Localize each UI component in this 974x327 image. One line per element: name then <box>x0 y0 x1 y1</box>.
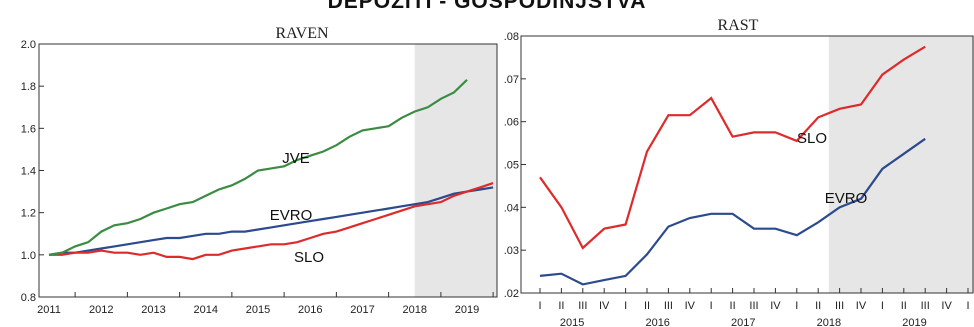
y-tick-label: .05 <box>504 160 519 172</box>
year-label: 2018 <box>817 317 841 327</box>
series-line-slo <box>539 45 926 250</box>
series-label-evro: EVRO <box>270 207 313 224</box>
quarter-label: II <box>644 300 650 312</box>
y-tick-label: 1.2 <box>21 208 36 220</box>
y-tick-label: 2.0 <box>21 39 36 51</box>
x-tick-label: 2018 <box>403 304 427 316</box>
quarter-label: IV <box>856 300 867 312</box>
quarter-label: IV <box>599 300 610 312</box>
quarter-label: IV <box>770 300 781 312</box>
y-tick-label: .06 <box>504 117 519 129</box>
quarter-label: I <box>624 300 627 312</box>
y-tick-label: 1.6 <box>21 123 36 135</box>
series-label-slo: SLO <box>294 249 324 266</box>
quarter-label: IV <box>685 300 696 312</box>
y-tick-label: .08 <box>504 31 519 43</box>
y-tick-label: .04 <box>504 202 519 214</box>
x-tick-label: 2015 <box>246 304 270 316</box>
y-tick-label: .07 <box>504 74 519 86</box>
series-label-jve: JVE <box>282 150 310 167</box>
quarter-label: I <box>966 300 969 312</box>
x-tick-label: 2019 <box>455 304 479 316</box>
left-chart: RAVEN 0.8 1.0 1.2 1.4 1.6 1.8 2.0 2011 2012 2013 2… <box>21 25 498 316</box>
series-line-slo <box>49 182 494 261</box>
year-label: 2017 <box>731 317 755 327</box>
quarter-label: II <box>558 300 564 312</box>
forecast-shading <box>414 44 497 297</box>
y-tick-label: 0.8 <box>21 292 36 304</box>
x-tick-label: 2017 <box>350 304 374 316</box>
x-tick-label: 2014 <box>194 304 218 316</box>
quarter-label: I <box>795 300 798 312</box>
quarter-label: III <box>749 300 758 312</box>
left-chart-title: RAVEN <box>275 25 328 42</box>
quarter-label: III <box>578 300 587 312</box>
y-tick-label: .03 <box>504 245 519 257</box>
series-label-slo: SLO <box>797 130 827 147</box>
series-label-evro: EVRO <box>825 190 868 207</box>
series-line-jve <box>48 79 468 256</box>
year-label: 2019 <box>902 317 926 327</box>
right-chart: RAST .02.03.04.05.06.07.08I II III IV I II III… <box>504 17 974 327</box>
quarter-label: I <box>710 300 713 312</box>
x-tick-label: 2013 <box>141 304 165 316</box>
series-line-evro <box>539 137 926 286</box>
year-label: 2015 <box>560 317 584 327</box>
forecast-shading <box>828 36 974 293</box>
y-tick-label: .02 <box>504 288 519 300</box>
quarter-label: II <box>730 300 736 312</box>
page-title: DEPOZITI - GOSPODINJSTVA <box>327 0 647 13</box>
quarter-label: III <box>664 300 673 312</box>
year-label: 2016 <box>645 317 669 327</box>
quarter-label: II <box>815 300 821 312</box>
quarter-label: II <box>901 300 907 312</box>
quarter-label: I <box>881 300 884 312</box>
x-tick-label: 2016 <box>298 304 322 316</box>
x-tick-label: 2012 <box>89 304 113 316</box>
quarter-label: I <box>538 300 541 312</box>
quarter-label: III <box>921 300 930 312</box>
quarter-label: III <box>835 300 844 312</box>
series-line-evro <box>48 186 494 256</box>
quarter-label: IV <box>941 300 952 312</box>
y-tick-label: 1.8 <box>21 81 36 93</box>
right-chart-title: RAST <box>718 17 759 34</box>
y-tick-label: 1.0 <box>21 250 36 262</box>
y-tick-label: 1.4 <box>21 166 36 178</box>
x-tick-label: 2011 <box>37 304 61 316</box>
